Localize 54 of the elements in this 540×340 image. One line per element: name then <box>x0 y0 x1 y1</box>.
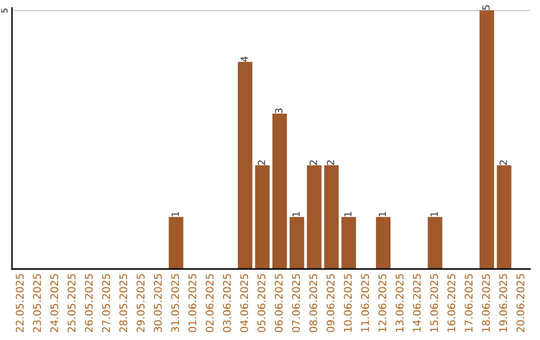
x-tick-label: 26.05.2025 <box>84 274 93 332</box>
x-tick-label: 28.05.2025 <box>119 274 128 332</box>
x-tick-label: 05.06.2025 <box>258 274 266 332</box>
data-label: 1 <box>292 212 300 216</box>
bar <box>480 10 494 269</box>
x-tick-label: 19.06.2025 <box>499 274 508 332</box>
x-tick-label: 02.06.2025 <box>206 274 214 332</box>
x-tick-label: 13.06.2025 <box>396 274 404 332</box>
data-label: 2 <box>310 160 317 165</box>
bar <box>238 62 252 269</box>
data-label: 1 <box>172 212 179 216</box>
x-tick-label: 06.06.2025 <box>274 274 283 332</box>
x-tick-label: 16.06.2025 <box>447 274 456 332</box>
x-tick-label: 08.06.2025 <box>309 274 318 332</box>
x-tick-label: 03.06.2025 <box>222 274 231 332</box>
x-tick-label: 10.06.2025 <box>344 274 352 332</box>
x-tick-label: 25.05.2025 <box>68 274 76 332</box>
bar <box>272 114 287 269</box>
x-tick-label: 29.05.2025 <box>136 274 145 332</box>
x-tick-label: 04.06.2025 <box>240 274 248 332</box>
x-tick-label: 11.06.2025 <box>361 274 369 332</box>
data-label: 3 <box>275 108 282 114</box>
bar <box>255 165 270 269</box>
x-tick-label: 31.05.2025 <box>171 274 180 332</box>
bar <box>341 216 356 269</box>
data-label: 4 <box>240 56 248 62</box>
bar <box>496 165 512 269</box>
data-label: 2 <box>258 160 266 165</box>
x-tick-label: 12.06.2025 <box>378 274 386 332</box>
x-tick-label: 17.06.2025 <box>464 274 473 332</box>
x-tick-label: 18.06.2025 <box>482 274 490 332</box>
x-tick-label: 20.06.2025 <box>516 274 524 332</box>
data-label: 1 <box>344 212 352 216</box>
x-tick-label: 01.06.2025 <box>188 274 196 332</box>
x-tick-label: 09.06.2025 <box>326 274 334 332</box>
data-label: 2 <box>326 160 334 165</box>
bar <box>290 216 304 269</box>
x-tick-label: 15.06.2025 <box>430 274 438 332</box>
x-tick-label: 22.05.2025 <box>16 274 24 332</box>
x-tick-label: 27.05.2025 <box>102 274 110 332</box>
x-tick-label: 24.05.2025 <box>50 274 58 332</box>
x-tick-label: 07.06.2025 <box>292 274 300 332</box>
data-label: 1 <box>378 212 386 216</box>
x-tick-label: 30.05.2025 <box>154 274 162 332</box>
data-label: 1 <box>430 212 438 216</box>
bar <box>306 165 322 269</box>
data-label: 2 <box>500 160 507 165</box>
x-tick-label: 14.06.2025 <box>412 274 421 332</box>
bar <box>324 165 339 269</box>
x-tick-label: 23.05.2025 <box>33 274 41 332</box>
data-label: 5 <box>482 5 490 10</box>
bar <box>376 216 390 269</box>
bar <box>168 216 184 269</box>
bar <box>428 216 442 269</box>
